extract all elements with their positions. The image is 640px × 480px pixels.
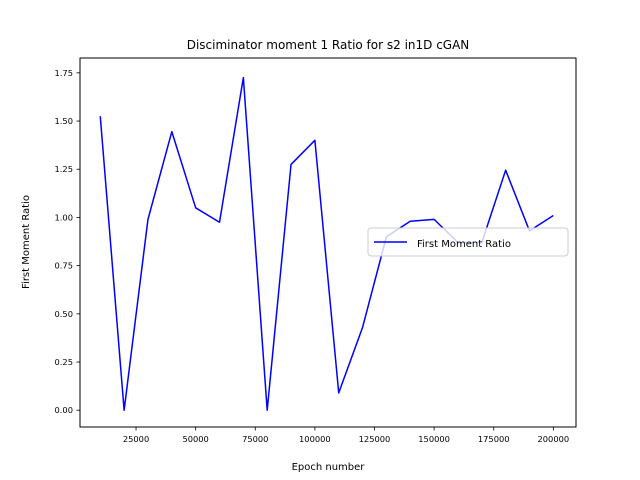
x-tick-label: 100000 xyxy=(299,434,331,444)
y-axis-ticks: 0.00 0.25 0.50 0.75 1.00 1.25 1.50 1.75 xyxy=(55,68,80,415)
y-axis-label: First Moment Ratio xyxy=(21,195,32,289)
x-tick-label: 75000 xyxy=(242,434,268,444)
plot-frame xyxy=(79,57,577,428)
y-tick-label: 1.50 xyxy=(55,116,73,126)
x-tick-label: 25000 xyxy=(123,434,149,444)
legend: First Moment Ratio xyxy=(367,227,569,257)
y-tick-label: 0.25 xyxy=(55,357,73,367)
y-tick-label: 0.75 xyxy=(55,261,73,271)
y-tick-label: 1.75 xyxy=(55,68,73,78)
y-tick-label: 0.00 xyxy=(55,405,73,415)
y-tick-label: 1.00 xyxy=(55,212,73,222)
chart-title: Disciminator moment 1 Ratio for s2 in1D … xyxy=(187,38,470,52)
x-axis-label: Epoch number xyxy=(292,462,366,473)
y-tick-label: 1.25 xyxy=(55,164,73,174)
y-tick-label: 0.50 xyxy=(55,309,73,319)
legend-label-first-moment-ratio: First Moment Ratio xyxy=(417,239,511,250)
legend-box xyxy=(367,227,569,257)
x-tick-label: 200000 xyxy=(538,434,570,444)
x-tick-label: 175000 xyxy=(478,434,510,444)
x-tick-label: 125000 xyxy=(359,434,391,444)
x-axis-ticks: 25000 50000 75000 100000 125000 150000 175000 2… xyxy=(123,427,569,444)
x-tick-label: 50000 xyxy=(182,434,208,444)
x-tick-label: 150000 xyxy=(418,434,450,444)
